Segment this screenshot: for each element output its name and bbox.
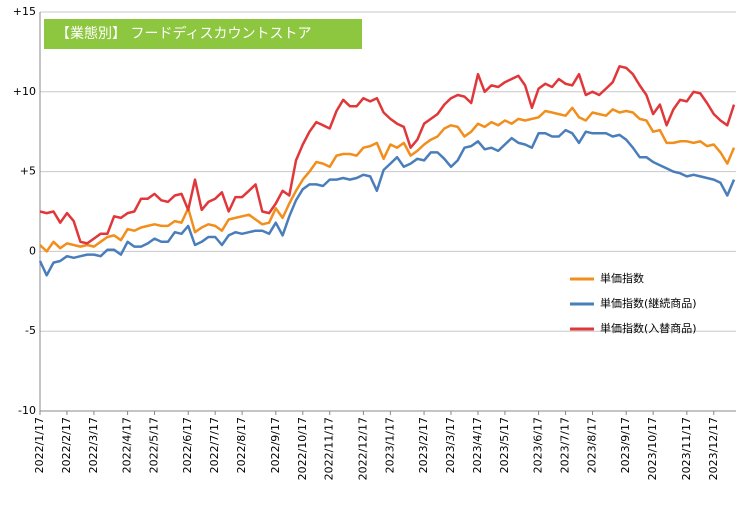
x-tick-label: 2023/6/17 <box>532 417 545 473</box>
series-line <box>38 128 736 277</box>
x-tick-label: 2022/1/17 <box>33 417 46 473</box>
x-tick-label: 2023/5/17 <box>498 417 511 473</box>
x-tick-label: 2022/5/17 <box>148 417 161 473</box>
x-tick-label: 2022/12/17 <box>356 417 369 480</box>
series-line <box>39 106 736 253</box>
x-tick-label: 2022/6/17 <box>181 417 194 473</box>
x-tick-label: 2022/2/17 <box>60 417 73 473</box>
y-tick-label: +10 <box>13 85 36 98</box>
series-line <box>39 65 736 245</box>
x-tick-label: 2022/3/17 <box>87 417 100 473</box>
x-tick-label: 2022/10/17 <box>296 417 309 480</box>
x-tick-label: 2023/4/17 <box>471 417 484 473</box>
x-tick-label: 2022/7/17 <box>208 417 221 473</box>
x-tick-label: 2022/11/17 <box>323 417 336 480</box>
x-tick-label: 2022/8/17 <box>235 417 248 473</box>
x-tick-label: 2023/1/17 <box>383 417 396 473</box>
x-tick-label: 2023/8/17 <box>586 417 599 473</box>
title-box <box>44 19 362 49</box>
y-tick-label: +5 <box>20 165 36 178</box>
y-tick-label: +15 <box>13 5 36 18</box>
legend-label: 単価指数 <box>600 271 644 285</box>
x-tick-label: 2023/10/17 <box>646 417 659 480</box>
x-tick-label: 2023/7/17 <box>559 417 572 473</box>
x-tick-label: 2022/4/17 <box>121 417 134 473</box>
y-tick-label: 0 <box>29 244 36 257</box>
x-tick-label: 2023/12/17 <box>707 417 720 480</box>
y-tick-label: -10 <box>18 404 36 417</box>
legend-label: 単価指数(継続商品) <box>600 296 697 310</box>
x-tick-label: 2023/2/17 <box>417 417 430 473</box>
x-tick-label: 2023/9/17 <box>619 417 632 473</box>
x-tick-label: 2022/9/17 <box>269 417 282 473</box>
legend-label: 単価指数(入替商品) <box>600 321 697 335</box>
x-tick-label: 2023/11/17 <box>680 417 693 480</box>
chart-title: 【業態別】 フードディスカウントストア <box>56 25 311 42</box>
y-tick-label: -5 <box>25 324 36 337</box>
x-tick-label: 2023/3/17 <box>444 417 457 473</box>
